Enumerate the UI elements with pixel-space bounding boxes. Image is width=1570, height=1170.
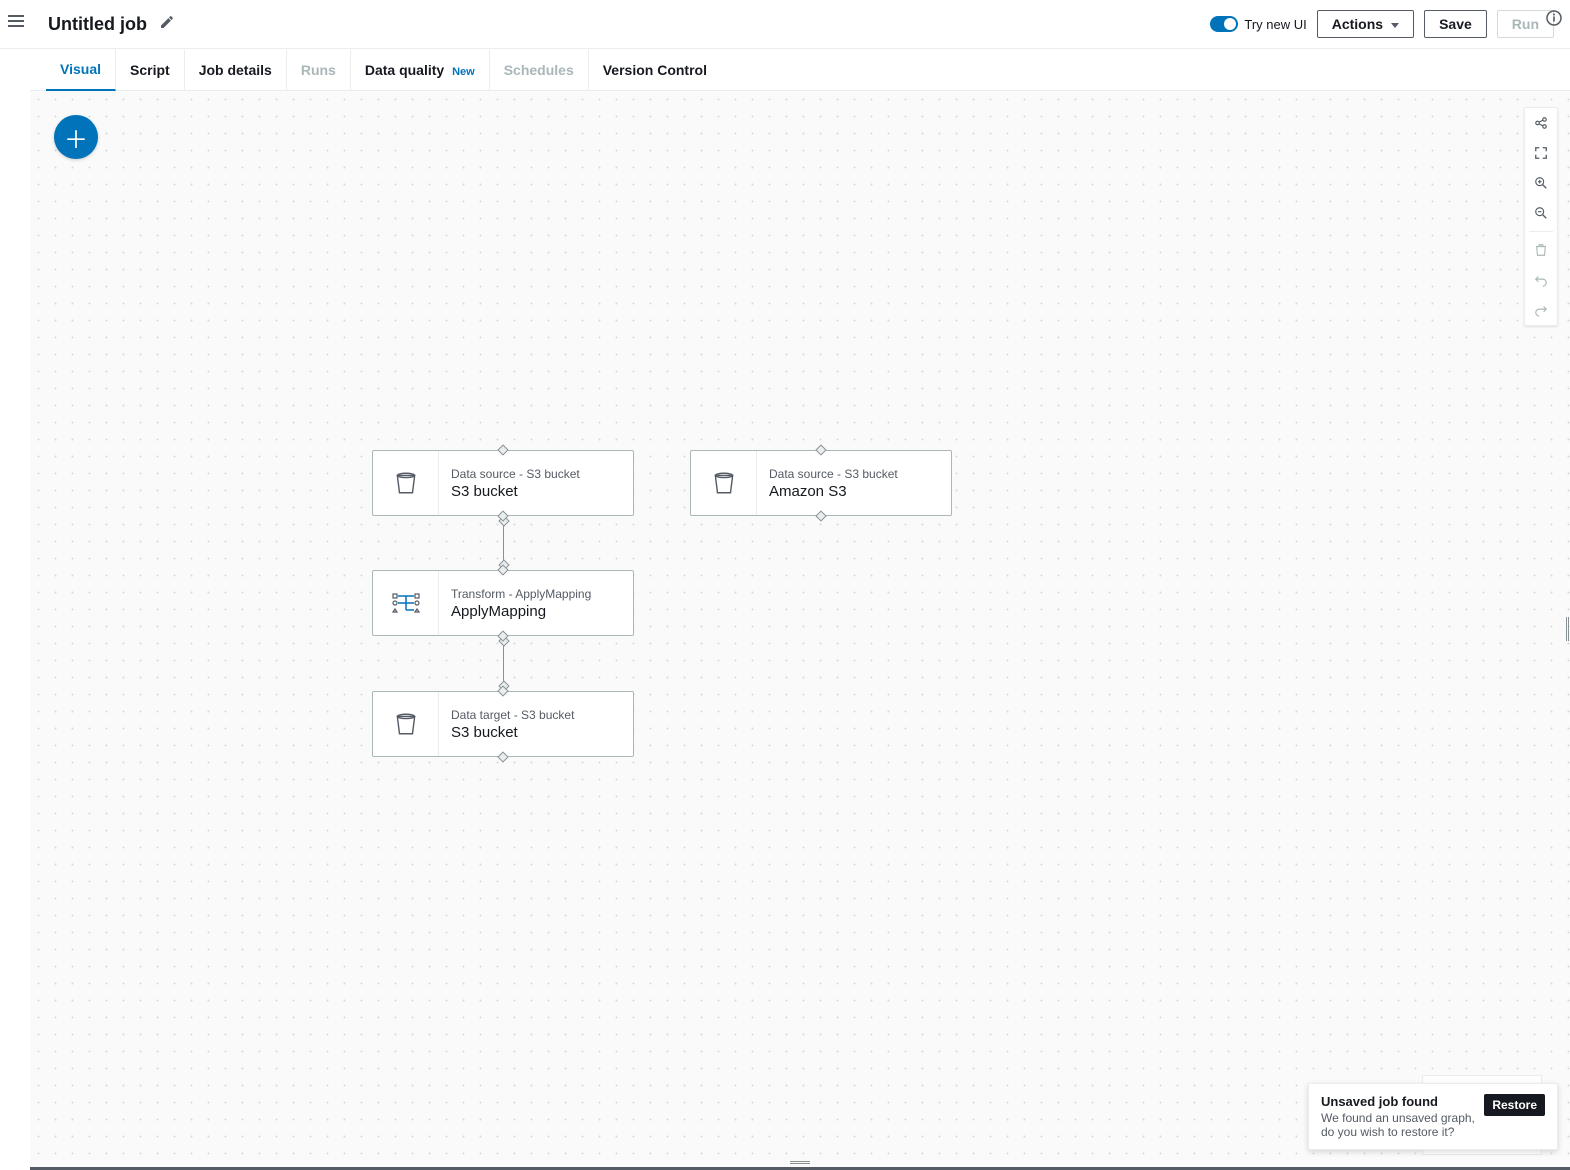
canvas-container: ＋: [30, 91, 1570, 1170]
edit-title-icon[interactable]: [159, 14, 175, 35]
tab-runs: Runs: [287, 50, 351, 90]
resize-handle-icon[interactable]: [790, 1161, 810, 1165]
node-data-source-s3[interactable]: Data source - S3 bucket S3 bucket: [372, 450, 634, 516]
node-subtitle: Data source - S3 bucket: [769, 467, 939, 481]
node-data-source-amazon-s3[interactable]: Data source - S3 bucket Amazon S3: [690, 450, 952, 516]
unsaved-job-toast: Unsaved job found We found an unsaved gr…: [1308, 1083, 1558, 1150]
add-node-button[interactable]: ＋: [54, 115, 98, 159]
header: Untitled job Try new UI Actions Save Run: [0, 0, 1570, 49]
undo-icon[interactable]: [1525, 265, 1557, 295]
edge: [503, 521, 504, 565]
canvas[interactable]: ＋: [30, 91, 1570, 1167]
edge: [503, 641, 504, 686]
hamburger-menu[interactable]: [8, 12, 24, 30]
node-title: Amazon S3: [769, 483, 939, 500]
bucket-icon: [691, 451, 757, 515]
save-button[interactable]: Save: [1424, 10, 1487, 38]
tab-data-quality[interactable]: Data quality New: [351, 50, 490, 90]
node-title: S3 bucket: [451, 724, 621, 741]
toast-message: We found an unsaved graph, do you wish t…: [1321, 1111, 1476, 1139]
tab-schedules: Schedules: [490, 50, 589, 90]
bucket-icon: [373, 692, 439, 756]
delete-icon[interactable]: [1525, 235, 1557, 265]
zoom-in-icon[interactable]: [1525, 168, 1557, 198]
right-splitter-icon[interactable]: [1566, 617, 1570, 641]
tab-script[interactable]: Script: [116, 50, 185, 90]
node-subtitle: Data target - S3 bucket: [451, 708, 621, 722]
info-icon[interactable]: [1546, 10, 1562, 31]
restore-button[interactable]: Restore: [1484, 1094, 1545, 1116]
try-new-ui-label: Try new UI: [1244, 17, 1306, 32]
node-title: S3 bucket: [451, 483, 621, 500]
node-data-target-s3[interactable]: Data target - S3 bucket S3 bucket: [372, 691, 634, 757]
try-new-ui-toggle[interactable]: [1210, 16, 1238, 32]
canvas-toolbar: [1524, 107, 1558, 326]
tab-job-details[interactable]: Job details: [185, 50, 287, 90]
share-icon[interactable]: [1525, 108, 1557, 138]
bucket-icon: [373, 451, 439, 515]
node-transform-applymapping[interactable]: Transform - ApplyMapping ApplyMapping: [372, 570, 634, 636]
tabs-bar: Visual Script Job details Runs Data qual…: [30, 49, 1570, 91]
tab-visual[interactable]: Visual: [46, 49, 116, 91]
node-title: ApplyMapping: [451, 603, 621, 620]
job-title: Untitled job: [48, 14, 147, 35]
node-subtitle: Transform - ApplyMapping: [451, 587, 621, 601]
toast-title: Unsaved job found: [1321, 1094, 1476, 1109]
zoom-out-icon[interactable]: [1525, 198, 1557, 228]
new-badge: New: [452, 66, 475, 78]
tab-data-quality-label: Data quality: [365, 62, 444, 78]
fit-screen-icon[interactable]: [1525, 138, 1557, 168]
redo-icon[interactable]: [1525, 295, 1557, 325]
mapping-icon: [373, 571, 439, 635]
tab-version-control[interactable]: Version Control: [589, 50, 721, 90]
node-subtitle: Data source - S3 bucket: [451, 467, 621, 481]
actions-button[interactable]: Actions: [1317, 10, 1414, 38]
